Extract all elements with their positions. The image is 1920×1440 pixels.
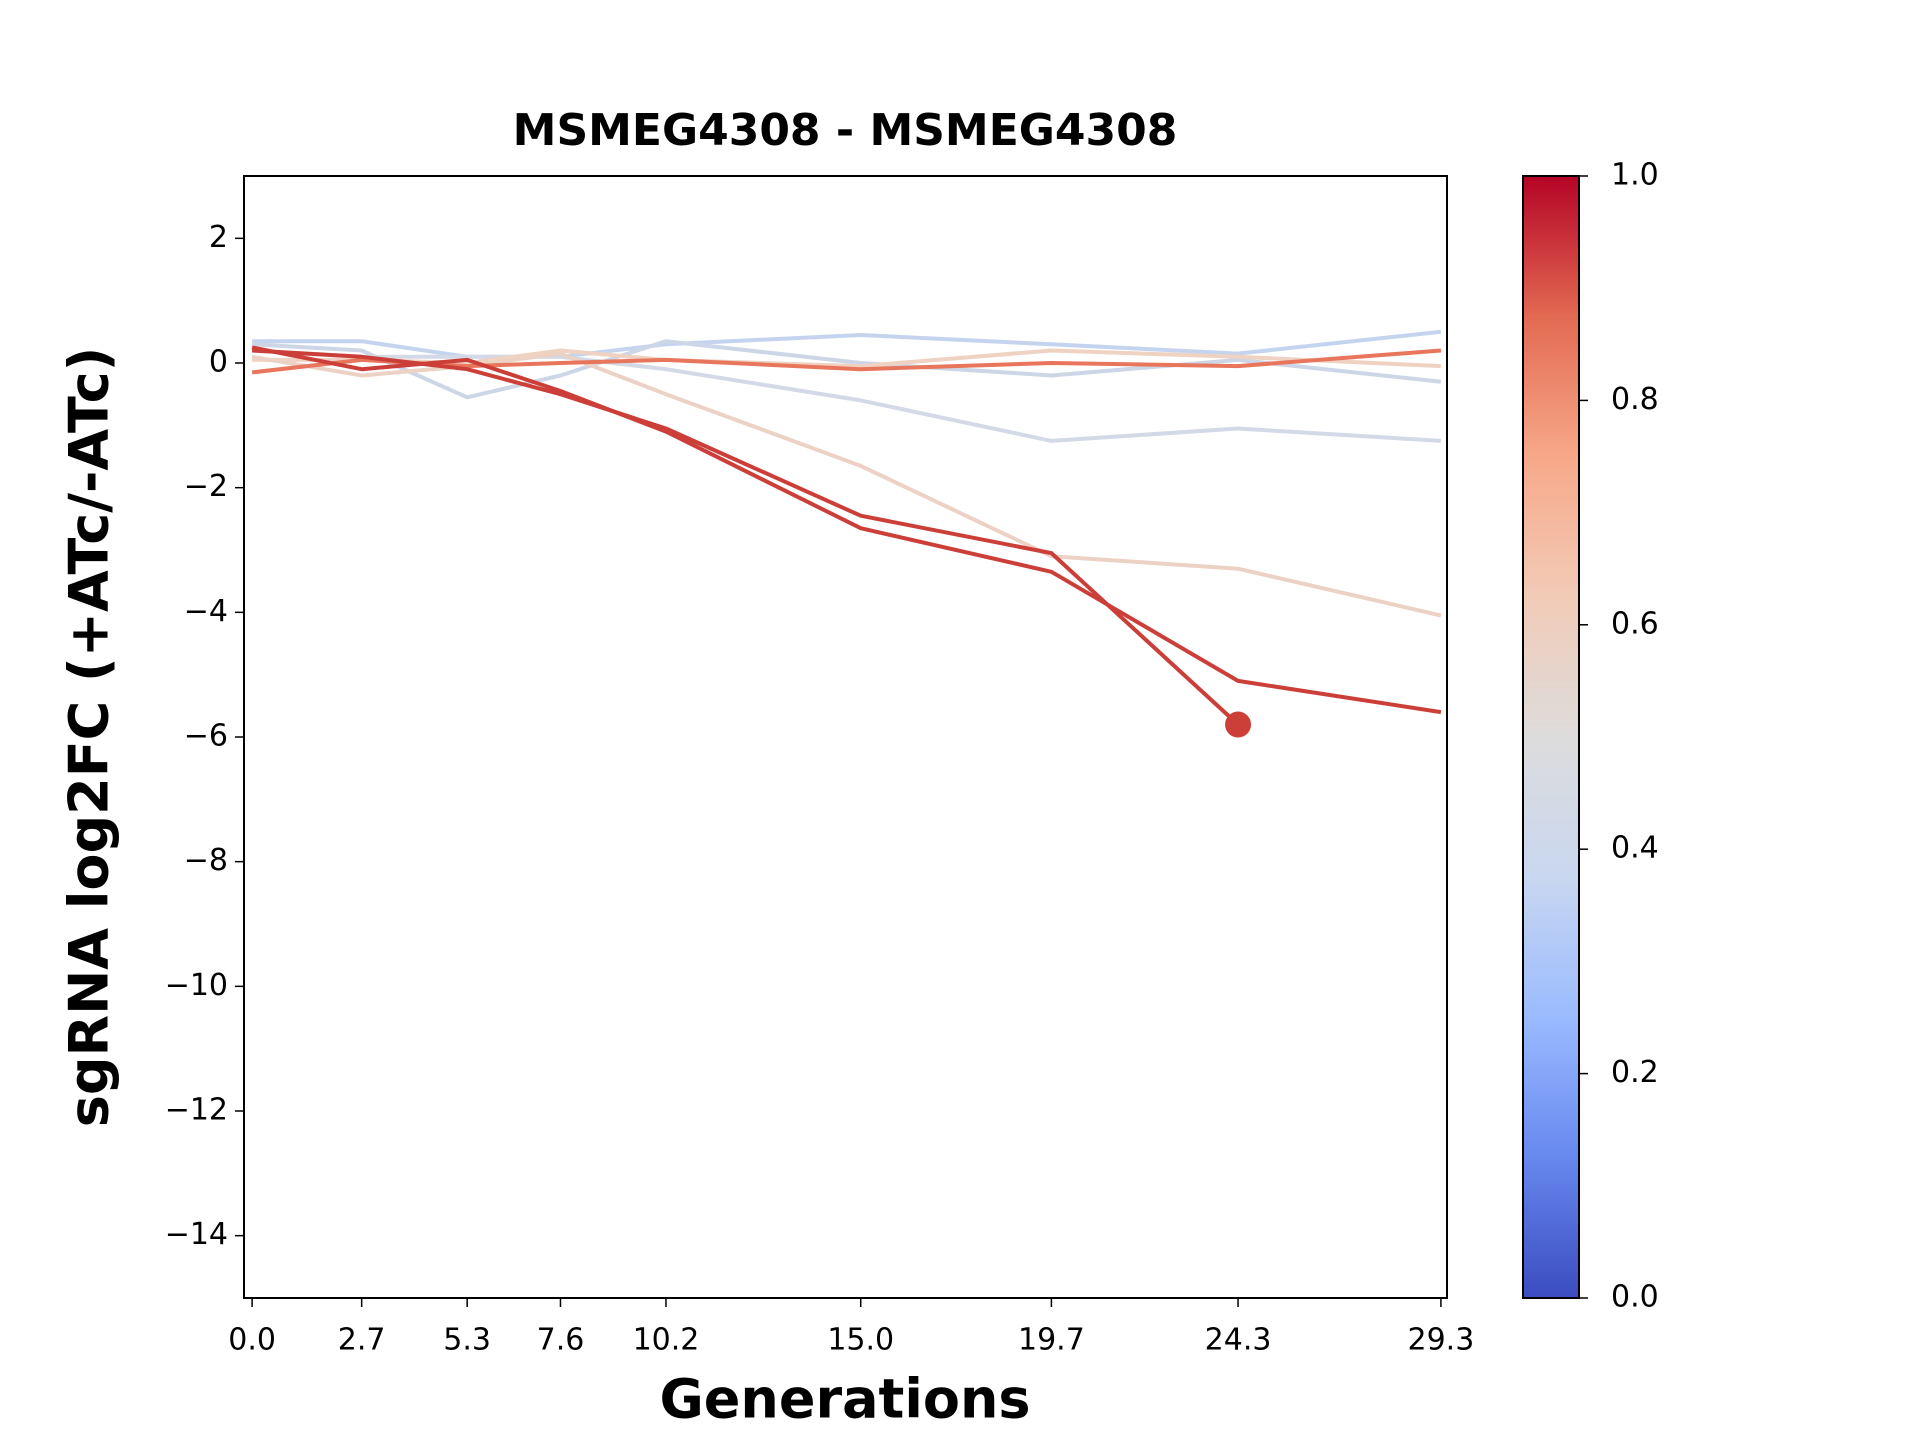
x-tick-label: 10.2	[633, 1323, 700, 1358]
end-marker	[1225, 711, 1252, 738]
colorbar	[1522, 175, 1580, 1299]
y-tick-label: −4	[184, 594, 228, 629]
colorbar-tick-label: 0.6	[1611, 606, 1659, 641]
y-tick-label: −14	[165, 1217, 228, 1252]
colorbar-tick-label: 0.4	[1611, 831, 1659, 866]
chart-title: MSMEG4308 - MSMEG4308	[513, 105, 1178, 156]
x-tick-label: 5.3	[443, 1323, 491, 1358]
x-tick-label: 29.3	[1408, 1323, 1475, 1358]
x-tick-label: 15.0	[827, 1323, 894, 1358]
series-line	[252, 329, 1442, 359]
y-axis-label: sgRNA log2FC (+ATc/-ATc)	[58, 347, 121, 1128]
series-line	[251, 345, 1442, 715]
series-line	[251, 348, 1442, 443]
series-line	[251, 348, 1240, 726]
x-tick-label: 24.3	[1205, 1323, 1272, 1358]
colorbar-tick-label: 0.0	[1611, 1280, 1659, 1315]
colorbar-tick-label: 0.8	[1611, 382, 1659, 417]
x-axis-label: Generations	[659, 1368, 1030, 1431]
colorbar-tick-label: 0.2	[1611, 1055, 1659, 1090]
x-tick-label: 7.6	[537, 1323, 585, 1358]
plot-frame	[243, 175, 1448, 1299]
y-tick-label: −8	[184, 843, 228, 878]
y-tick-label: −2	[184, 469, 228, 504]
colorbar-tick-label: 1.0	[1611, 158, 1659, 193]
y-tick-label: 2	[209, 220, 228, 255]
x-tick-label: 0.0	[228, 1323, 276, 1358]
y-tick-label: −12	[165, 1093, 228, 1128]
y-tick-label: −10	[165, 968, 228, 1003]
x-tick-label: 19.7	[1018, 1323, 1085, 1358]
y-tick-label: 0	[209, 345, 228, 380]
series-line	[251, 351, 1442, 618]
y-tick-label: −6	[184, 719, 228, 754]
x-tick-label: 2.7	[338, 1323, 386, 1358]
